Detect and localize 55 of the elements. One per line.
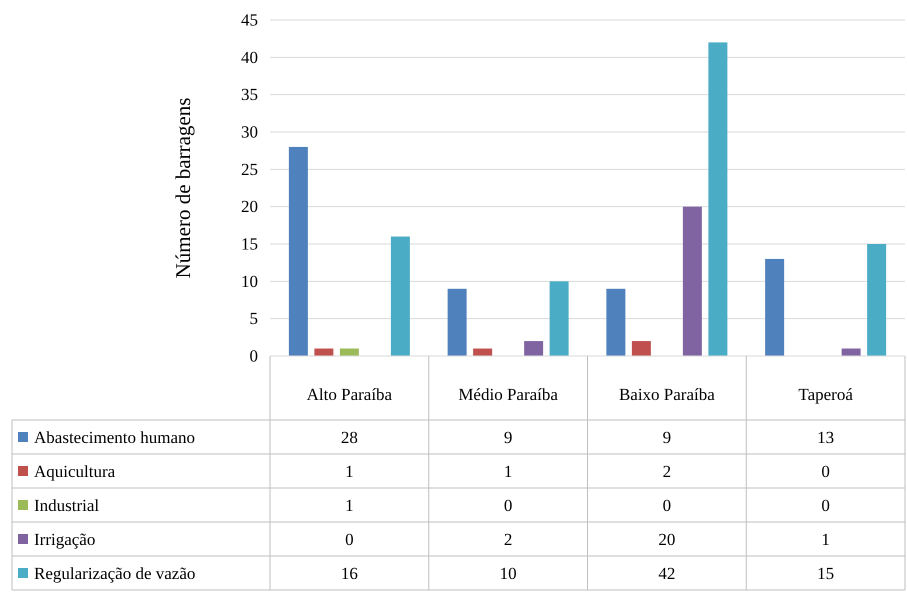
data-label: 0: [821, 462, 830, 481]
bar: [682, 206, 702, 356]
bar: [550, 281, 569, 356]
y-tick-label: 0: [250, 346, 258, 366]
bar: [288, 146, 308, 356]
y-tick-label: 45: [241, 10, 258, 30]
legend-label: Industrial: [34, 496, 100, 515]
x-tick-label: Taperoá: [798, 385, 854, 404]
data-label: 1: [821, 530, 830, 549]
data-label: 42: [658, 564, 676, 583]
data-label: 0: [345, 530, 354, 549]
data-label: 0: [662, 496, 672, 515]
legend-label: Aquicultura: [34, 462, 116, 481]
data-label: 1: [345, 462, 354, 481]
bar: [632, 341, 651, 356]
y-tick-label: 40: [241, 48, 258, 67]
x-tick-label: Baixo Paraíba: [618, 385, 716, 404]
bar: [340, 348, 359, 356]
legend-label: Regularização de vazão: [34, 564, 196, 583]
bar: [867, 244, 886, 356]
y-tick-label: 25: [241, 160, 258, 179]
data-label: 9: [662, 428, 672, 447]
y-tick-label: 35: [241, 85, 258, 104]
legend-label: Abastecimento humano: [34, 428, 195, 447]
y-axis-title: Número de barragens: [171, 98, 195, 278]
data-label: 2: [662, 462, 672, 481]
data-label: 0: [821, 496, 830, 515]
data-label: 10: [500, 564, 517, 583]
data-label: 0: [504, 496, 512, 515]
y-tick-label: 15: [241, 234, 258, 254]
data-label: 1: [345, 496, 354, 515]
bar: [473, 348, 492, 356]
data-label: 2: [504, 530, 512, 549]
bar: [524, 341, 544, 356]
bar: [842, 348, 861, 356]
x-tick-label: Médio Paraíba: [458, 385, 558, 404]
bar: [708, 42, 728, 356]
y-tick-label: 20: [241, 197, 258, 216]
y-tick-label: 5: [250, 309, 258, 328]
data-label: 20: [658, 530, 676, 549]
y-tick-label: 10: [241, 272, 258, 291]
legend-label: Irrigação: [34, 530, 96, 549]
data-label: 16: [340, 564, 358, 583]
bar: [765, 258, 784, 356]
bar: [606, 288, 626, 356]
data-label: 15: [817, 564, 834, 583]
bar: [448, 288, 467, 356]
data-label: 28: [340, 428, 358, 447]
data-label: 9: [504, 428, 512, 447]
bar: [314, 348, 334, 356]
data-label: 1: [504, 462, 512, 481]
x-tick-label: Alto Paraíba: [306, 385, 393, 404]
y-tick-label: 30: [241, 122, 258, 142]
bar: [390, 236, 410, 356]
data-label: 13: [817, 428, 834, 447]
